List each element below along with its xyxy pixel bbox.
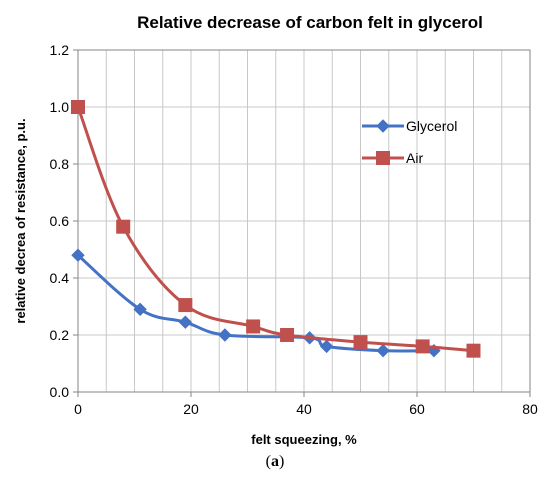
data-point-air [178, 298, 193, 313]
x-axis-label: felt squeezing, % [251, 432, 357, 447]
x-tick-label: 80 [522, 401, 538, 417]
caption-open-paren: ( [265, 453, 271, 470]
figure-caption: (a) [0, 453, 550, 471]
x-tick-label: 0 [74, 401, 82, 417]
y-tick-label: 0.4 [50, 270, 70, 286]
legend-marker-glycerol [376, 119, 390, 133]
x-tick-label: 60 [409, 401, 425, 417]
data-point-glycerol [133, 302, 147, 317]
data-point-air [353, 335, 368, 350]
data-point-glycerol [218, 328, 232, 342]
y-tick-label: 0.6 [50, 213, 70, 229]
series-glycerol [71, 248, 441, 358]
data-point-air [466, 343, 481, 358]
caption-letter: a [271, 453, 279, 470]
series-layer [71, 100, 481, 358]
x-tick-label: 20 [183, 401, 199, 417]
legend-item-glycerol: Glycerol [362, 118, 457, 134]
data-point-air [415, 339, 430, 354]
data-point-glycerol [71, 248, 85, 262]
data-point-glycerol [376, 343, 390, 358]
y-tick-label: 1.0 [50, 99, 70, 115]
data-point-glycerol [319, 339, 334, 354]
legend-label: Glycerol [406, 118, 457, 134]
legend-item-air: Air [362, 150, 423, 166]
y-tick-label: 0.0 [50, 384, 70, 400]
legend-label: Air [406, 150, 423, 166]
data-point-air [71, 100, 85, 114]
x-tick-label: 40 [296, 401, 312, 417]
chart-title: Relative decrease of carbon felt in glyc… [137, 13, 483, 32]
y-tick-label: 0.2 [50, 327, 70, 343]
line-chart: Relative decrease of carbon felt in glyc… [13, 13, 538, 447]
data-point-air [280, 328, 295, 342]
series-line-glycerol [77, 254, 434, 353]
legend: Glycerol Air [362, 118, 457, 166]
legend-marker-air [376, 151, 390, 165]
data-point-air [246, 319, 261, 334]
y-axis-label: relative decrea of resistance, p.u. [13, 118, 28, 323]
data-point-air [116, 219, 131, 234]
data-point-glycerol [178, 315, 193, 329]
series-air [71, 100, 481, 358]
grid [78, 50, 530, 392]
y-tick-label: 1.2 [50, 42, 70, 58]
axis-ticks: 0 20 40 60 80 0.0 0.2 0.4 0.6 0.8 1.0 1.2 [50, 42, 538, 417]
y-tick-label: 0.8 [50, 156, 70, 172]
caption-close-paren: ) [279, 453, 285, 470]
